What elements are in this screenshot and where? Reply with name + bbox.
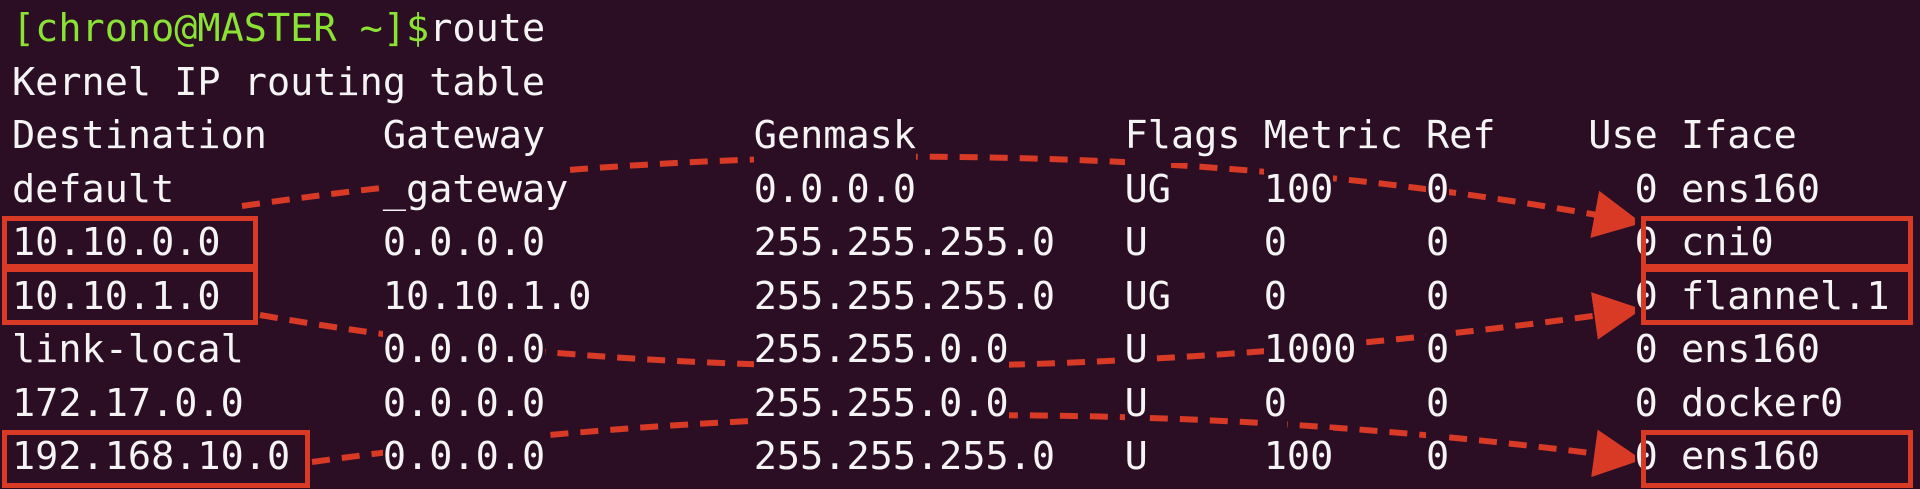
- cell-genmask: 255.255.255.0: [753, 430, 1056, 484]
- header-genmask: Genmask: [753, 109, 917, 163]
- cell-metric: 1000: [1263, 323, 1357, 377]
- cell-flags: U: [1124, 430, 1148, 484]
- cell-flags: UG: [1124, 162, 1171, 216]
- cell-metric: 0: [1263, 269, 1287, 323]
- cell-use: 0: [1634, 162, 1658, 216]
- cell-destination: 10.10.0.0: [12, 216, 221, 270]
- cell-genmask: 255.255.255.0: [753, 269, 1056, 323]
- header-iface: Iface: [1680, 109, 1797, 163]
- header-ref: Ref: [1425, 109, 1496, 163]
- cell-flags: U: [1124, 376, 1148, 430]
- cell-gateway: 0.0.0.0: [382, 430, 546, 484]
- cell-destination: 192.168.10.0: [12, 430, 291, 484]
- cell-gateway: 0.0.0.0: [382, 216, 546, 270]
- highlight-box-iface-ens160: [1641, 430, 1913, 488]
- cell-ref: 0: [1425, 216, 1450, 270]
- cell-genmask: 255.255.0.0: [753, 323, 1009, 377]
- cell-flags: UG: [1124, 269, 1171, 323]
- highlight-box-dest-192-168-10-0: [2, 430, 310, 488]
- cell-use: 0: [1634, 376, 1658, 430]
- cell-destination: link-local: [12, 323, 244, 377]
- cell-ref: 0: [1425, 323, 1450, 377]
- cell-genmask: 255.255.255.0: [753, 216, 1056, 270]
- cell-flags: U: [1124, 216, 1148, 270]
- cell-ref: 0: [1425, 430, 1450, 484]
- cell-genmask: 255.255.0.0: [753, 376, 1009, 430]
- header-destination: Destination: [12, 109, 267, 163]
- cell-gateway: 10.10.1.0: [382, 269, 592, 323]
- cell-gateway: _gateway: [382, 162, 569, 216]
- cell-ref: 0: [1425, 162, 1450, 216]
- cell-ref: 0: [1425, 269, 1450, 323]
- header-use: Use: [1588, 109, 1658, 163]
- highlight-box-dest-10-10-0-0: [2, 216, 258, 269]
- command-text: route: [429, 6, 546, 51]
- cell-gateway: 0.0.0.0: [382, 323, 546, 377]
- cell-metric: 0: [1263, 216, 1287, 270]
- table-title: Kernel IP routing table: [12, 59, 546, 105]
- cell-iface: docker0: [1680, 376, 1844, 430]
- cell-iface: cni0: [1680, 216, 1774, 270]
- cell-iface: ens160: [1680, 323, 1821, 377]
- header-gateway: Gateway: [382, 109, 546, 163]
- cell-flags: U: [1124, 323, 1148, 377]
- cell-metric: 0: [1263, 376, 1287, 430]
- cell-iface: flannel.1: [1680, 269, 1890, 323]
- cell-destination: default: [12, 162, 175, 216]
- cell-metric: 100: [1263, 430, 1334, 484]
- prompt-line: [chrono@MASTER ~]$route: [12, 2, 545, 56]
- highlight-box-iface-cni0: [1641, 216, 1913, 269]
- header-metric: Metric: [1263, 109, 1403, 163]
- cell-metric: 100: [1263, 162, 1334, 216]
- cell-iface: ens160: [1680, 162, 1821, 216]
- cell-gateway: 0.0.0.0: [382, 376, 546, 430]
- shell-prompt: [chrono@MASTER ~]$: [12, 6, 430, 51]
- header-flags: Flags: [1124, 109, 1241, 163]
- cell-ref: 0: [1425, 376, 1450, 430]
- cell-use: 0: [1634, 323, 1658, 377]
- highlight-box-iface-flannel: [1641, 267, 1913, 325]
- highlight-box-dest-10-10-1-0: [2, 267, 258, 325]
- cell-genmask: 0.0.0.0: [753, 162, 917, 216]
- cell-destination: 172.17.0.0: [12, 376, 244, 430]
- cell-iface: ens160: [1680, 430, 1821, 484]
- cell-destination: 10.10.1.0: [12, 269, 221, 323]
